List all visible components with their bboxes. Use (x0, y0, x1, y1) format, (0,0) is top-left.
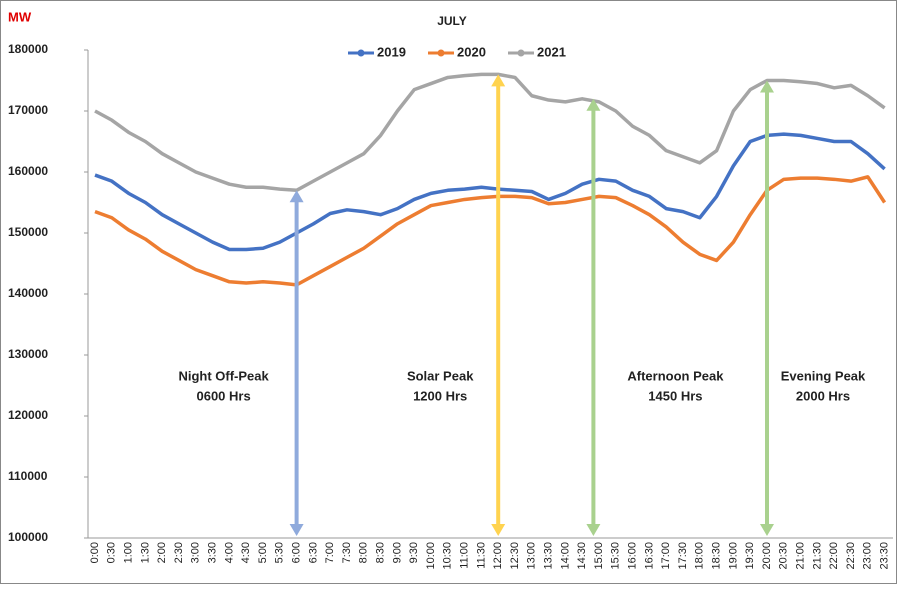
annotation-text: Solar Peak (407, 368, 474, 383)
x-tick-label: 23:30 (879, 542, 891, 570)
x-tick-label: 11:00 (459, 542, 471, 569)
x-tick-label: 6:30 (307, 542, 319, 563)
x-tick-label: 10:30 (442, 542, 454, 570)
legend-marker (357, 49, 365, 57)
x-tick-label: 6:00 (291, 542, 303, 563)
x-tick-label: 0:30 (106, 542, 118, 563)
x-tick-label: 15:00 (593, 542, 605, 570)
y-tick-label: 100000 (8, 530, 48, 544)
x-tick-label: 8:00 (358, 542, 370, 563)
annotation: Solar Peak 1200 Hrs (407, 74, 506, 536)
series-line (94, 175, 887, 287)
x-tick-label: 7:30 (341, 542, 353, 563)
annotation-text: 2000 Hrs (796, 388, 850, 403)
arrow-head (491, 524, 506, 536)
annotation: Night Off-Peak 0600 Hrs (178, 190, 304, 536)
x-tick-label: 13:30 (543, 542, 555, 570)
annotation-text: Afternoon Peak (627, 368, 724, 383)
arrow-head (760, 80, 774, 93)
y-tick-label: 180000 (8, 42, 48, 56)
x-tick-label: 23:00 (862, 542, 874, 570)
x-tick-label: 9:30 (408, 542, 420, 563)
series-line (94, 132, 886, 252)
arrow-head (586, 524, 601, 536)
y-axis-label: MW (8, 9, 32, 24)
annotation: Afternoon Peak 1450 Hrs (586, 98, 724, 536)
x-tick-label: 22:30 (845, 542, 857, 570)
x-tick-label: 15:30 (610, 542, 622, 570)
x-tick-label: 2:00 (156, 542, 168, 563)
y-tick-label: 160000 (8, 164, 48, 178)
x-tick-label: 4:00 (223, 542, 235, 563)
legend-marker (517, 49, 525, 57)
x-tick-label: 12:30 (509, 542, 521, 570)
y-tick-label: 110000 (8, 469, 48, 483)
legend-marker (437, 49, 445, 57)
arrow-head (760, 524, 774, 536)
x-tick-label: 7:00 (324, 542, 336, 563)
x-tick-label: 5:30 (274, 542, 286, 563)
x-tick-label: 10:00 (425, 542, 437, 570)
annotation-text: Night Off-Peak (178, 368, 269, 383)
x-tick-label: 12:00 (492, 542, 504, 570)
y-tick-label: 170000 (8, 103, 48, 117)
x-tick-label: 1:00 (123, 542, 135, 563)
x-tick-label: 5:00 (257, 542, 269, 563)
x-tick-label: 19:30 (744, 542, 756, 570)
x-tick-label: 20:30 (778, 542, 790, 570)
annotation-text: 0600 Hrs (196, 388, 250, 403)
arrow-head (491, 74, 506, 87)
x-tick-label: 9:00 (391, 542, 403, 563)
x-tick-label: 21:00 (795, 542, 807, 570)
x-tick-label: 18:30 (711, 542, 723, 570)
chart-title: JULY (437, 14, 467, 28)
y-tick-label: 120000 (8, 408, 48, 422)
legend-label: 2020 (457, 44, 486, 59)
legend-label: 2021 (537, 44, 566, 59)
series-line (94, 72, 886, 193)
x-tick-label: 17:00 (660, 542, 672, 570)
arrow-head (289, 524, 304, 536)
x-tick-label: 21:30 (811, 542, 823, 570)
annotation-text: 1450 Hrs (648, 388, 702, 403)
x-tick-label: 1:30 (139, 542, 151, 563)
x-tick-label: 22:00 (828, 542, 840, 570)
x-tick-label: 16:00 (627, 542, 639, 570)
y-tick-label: 130000 (8, 347, 48, 361)
x-tick-label: 14:30 (576, 542, 588, 570)
x-tick-label: 11:30 (475, 542, 487, 569)
x-tick-label: 17:30 (677, 542, 689, 570)
x-tick-label: 3:30 (207, 542, 219, 563)
x-tick-label: 13:00 (526, 542, 538, 570)
x-tick-label: 20:00 (761, 542, 773, 570)
legend-label: 2019 (377, 44, 406, 59)
x-tick-label: 2:30 (173, 542, 185, 563)
y-tick-label: 140000 (8, 286, 48, 300)
arrow-head (586, 98, 601, 111)
arrow-head (289, 190, 304, 203)
annotation-text: 1200 Hrs (413, 388, 467, 403)
y-tick-label: 150000 (8, 225, 48, 239)
x-tick-label: 19:00 (727, 542, 739, 570)
annotation: Evening Peak 2000 Hrs (760, 80, 866, 536)
x-tick-label: 8:30 (375, 542, 387, 563)
x-tick-label: 0:00 (89, 542, 101, 563)
annotation-text: Evening Peak (781, 368, 866, 383)
x-tick-label: 16:30 (643, 542, 655, 570)
x-tick-label: 14:00 (559, 542, 571, 570)
x-tick-label: 4:30 (240, 542, 252, 563)
x-tick-label: 3:00 (190, 542, 202, 563)
x-tick-label: 18:00 (694, 542, 706, 570)
